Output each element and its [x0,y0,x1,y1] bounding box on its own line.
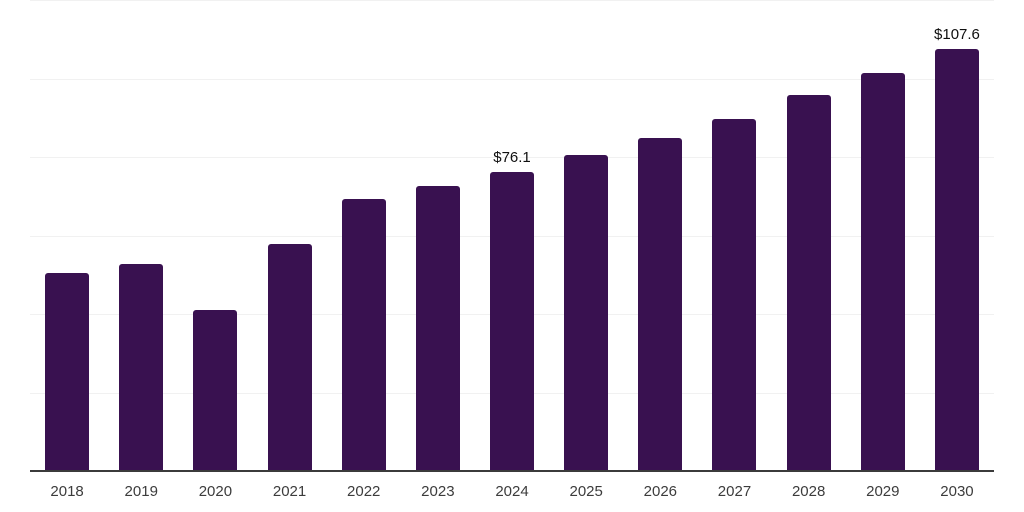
bar-2023 [415,186,460,471]
bar-value-label-2030: $107.6 [934,25,980,43]
bar-2028 [786,95,831,471]
bar-2018 [45,273,90,471]
plot-area: $76.1 $107.6 [30,0,994,472]
bar-2020 [193,310,238,471]
x-tick-label-2030: 2030 [940,483,974,500]
bar-column-2028 [772,0,846,471]
bar-2019 [119,264,164,471]
gridline-100 [30,78,994,80]
x-tick-label-2021: 2021 [272,483,307,500]
bar-column-2025 [549,0,623,471]
bar-column-2030: $107.6 [920,0,994,471]
bar-2024 [490,172,535,471]
gridline-80 [30,157,994,158]
bar-value-label-2024: $76.1 [493,149,531,167]
bar-column-2024: $76.1 [475,0,549,471]
bar-2027 [712,118,757,471]
gridline-120 [30,0,994,1]
bar-2025 [564,154,609,471]
bar-column-2027 [697,0,771,471]
x-axis-labels: 2018 2019 2020 2021 2022 2023 2024 2025 2026 2027… [30,483,994,501]
bar-column-2026 [623,0,697,471]
x-tick-label-2027: 2027 [717,483,752,500]
x-axis-line [30,470,994,472]
bar-2021 [267,243,312,471]
bars-container: $76.1 $107.6 [30,0,994,471]
x-tick-label-2023: 2023 [421,483,455,500]
x-tick-label-2024: 2024 [495,483,529,500]
x-tick-label-2022: 2022 [347,483,381,500]
x-tick-label-2028: 2028 [791,483,826,500]
bar-column-2022 [327,0,401,471]
x-tick-label-2018: 2018 [50,483,84,500]
bar-column-2021 [252,0,326,471]
bar-column-2018 [30,0,104,471]
x-tick-label-2020: 2020 [198,483,233,500]
bar-column-2029 [846,0,920,471]
bar-column-2023 [401,0,475,471]
bar-2022 [341,199,386,471]
bar-column-2019 [104,0,178,471]
bar-2029 [860,73,905,471]
x-tick-label-2026: 2026 [643,483,678,500]
bar-2026 [638,138,683,471]
x-tick-label-2029: 2029 [866,483,900,500]
x-tick-label-2025: 2025 [569,483,603,500]
x-tick-label-2019: 2019 [124,483,158,500]
bar-2030 [934,48,979,471]
bar-column-2020 [178,0,252,471]
